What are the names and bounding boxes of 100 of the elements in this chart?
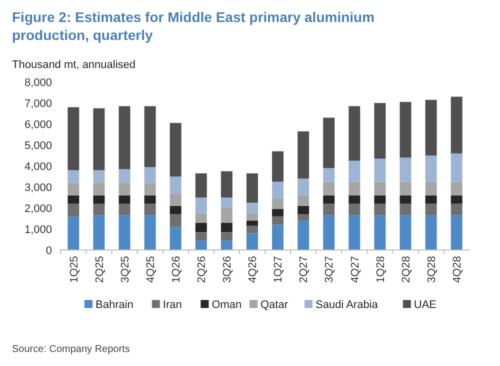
bar (425, 204, 437, 216)
bar (450, 195, 462, 204)
legend-label: Qatar (260, 298, 288, 311)
y-tick-label: 4,000 (24, 160, 52, 173)
bar (195, 232, 207, 241)
chart-title: Figure 2: Estimates for Middle East primary aluminium production, quarterly (12, 9, 375, 43)
bar (450, 204, 462, 216)
bar (272, 224, 284, 250)
legend-label: UAE (414, 298, 437, 311)
x-tick-label: 1Q28 (374, 256, 387, 283)
bar (348, 204, 360, 216)
y-tick-label: 6,000 (24, 118, 52, 131)
bar (272, 209, 284, 216)
bar (170, 176, 182, 194)
bar (118, 215, 130, 250)
bar (220, 198, 232, 208)
legend-label: Bahrain (96, 298, 134, 311)
bar (195, 222, 207, 232)
bar (348, 106, 360, 161)
bar (93, 215, 105, 250)
bar (374, 103, 386, 159)
x-tick-label: 4Q27 (349, 256, 362, 283)
bar (68, 107, 80, 170)
bar (118, 106, 130, 170)
y-tick-label: 1,000 (24, 224, 52, 236)
bar (144, 215, 156, 250)
bar (323, 168, 335, 182)
bar (450, 153, 462, 182)
bar (118, 204, 130, 216)
bar (93, 204, 105, 216)
bar (68, 195, 80, 204)
x-tick-label: 4Q25 (144, 256, 157, 283)
bar (246, 173, 258, 203)
bar (93, 108, 105, 170)
bar (170, 122, 182, 176)
bar (348, 160, 360, 182)
bar (144, 167, 156, 183)
x-tick-label: 4Q26 (247, 256, 260, 283)
bar (220, 232, 232, 241)
bar (272, 198, 284, 210)
bar (298, 220, 310, 250)
x-tick-label: 1Q25 (68, 256, 80, 283)
bar (272, 216, 284, 225)
bar (118, 169, 130, 183)
bar (68, 216, 80, 250)
x-tick-label: 2Q26 (196, 256, 208, 283)
bar (348, 215, 360, 250)
x-tick-label: 3Q27 (324, 256, 336, 283)
bar (374, 215, 386, 250)
bar (425, 182, 437, 196)
bar (450, 182, 462, 196)
bar (298, 131, 310, 179)
bar (220, 222, 232, 232)
bar (323, 182, 335, 196)
y-tick-label: 2,000 (24, 202, 52, 215)
bar (93, 170, 105, 183)
bar (323, 118, 335, 168)
bar (246, 233, 258, 250)
bar (374, 158, 386, 182)
source-note: Source: Company Reports (12, 344, 130, 355)
x-tick-label: 2Q25 (94, 256, 106, 283)
bar (68, 204, 80, 216)
y-tick-label: 5,000 (24, 140, 52, 152)
bar (144, 204, 156, 216)
bar (298, 206, 310, 214)
bar (195, 198, 207, 214)
bar (272, 182, 284, 199)
bar (246, 213, 258, 221)
bar (246, 202, 258, 214)
x-tick-label: 3Q28 (426, 256, 438, 283)
bar (195, 240, 207, 250)
x-tick-label: 2Q27 (298, 256, 310, 283)
bar (246, 226, 258, 234)
bar (93, 195, 105, 204)
bar (374, 182, 386, 196)
bar (400, 215, 412, 250)
bar (220, 171, 232, 198)
y-tick-label: 0 (46, 244, 52, 257)
legend-label: Saudi Arabia (316, 298, 379, 311)
x-tick-label: 4Q28 (451, 256, 464, 283)
bar (450, 96, 462, 154)
bar (400, 204, 412, 216)
bar (170, 214, 182, 227)
bar (400, 195, 412, 204)
bar (144, 106, 156, 168)
bar (298, 214, 310, 221)
y-tick-label: 8,000 (24, 76, 52, 89)
bar (425, 156, 437, 182)
bar (144, 195, 156, 204)
bar (450, 215, 462, 250)
bar (170, 193, 182, 206)
legend-label: Oman (212, 298, 242, 311)
bar (144, 182, 156, 196)
x-tick-label: 1Q26 (170, 256, 182, 283)
bar (323, 204, 335, 216)
bar (68, 170, 80, 183)
bar (220, 240, 232, 250)
bar (118, 195, 130, 204)
bar (68, 182, 80, 196)
bar (170, 206, 182, 214)
